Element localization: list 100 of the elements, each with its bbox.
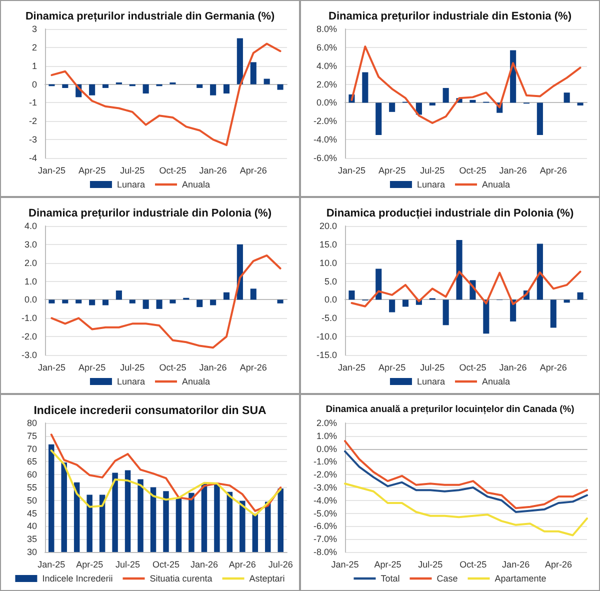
line-series — [344, 440, 588, 510]
bar — [102, 84, 109, 88]
bar — [250, 288, 256, 300]
y-tick-label: 2.0% — [316, 79, 337, 90]
x-tick-label: Oct-25 — [460, 560, 487, 570]
bar — [362, 72, 368, 103]
bar — [564, 300, 570, 303]
bar — [348, 290, 355, 300]
legend-label: Indicele Increderii — [42, 574, 113, 584]
bar — [156, 300, 162, 309]
bar — [223, 292, 230, 300]
y-tick-label: -1.0 — [21, 313, 37, 324]
y-tick-label: 40 — [26, 521, 37, 532]
y-tick-label: 75 — [26, 430, 37, 441]
x-tick-label: Apr-25 — [78, 166, 106, 176]
y-tick-label: 45 — [26, 508, 37, 518]
x-tick-label: Apr-25 — [378, 362, 406, 372]
bar — [564, 92, 570, 103]
bar — [416, 102, 422, 115]
y-tick-label: -10.0 — [316, 332, 337, 342]
line-series — [50, 450, 282, 516]
y-tick-label: 5.0 — [324, 276, 337, 286]
bar — [536, 102, 543, 135]
y-tick-label: -6.0% — [313, 521, 337, 532]
x-tick-label: Apr-26 — [540, 166, 567, 176]
bar — [250, 62, 256, 84]
bar — [196, 84, 203, 88]
x-tick-label: Oct-25 — [459, 166, 486, 176]
chart-title: Dinamica prețurilor industriale din Polonia (%) — [28, 208, 272, 220]
chart-title: Dinamica prețurilor industriale din Germania (%) — [25, 10, 275, 22]
y-tick-label: 1.0 — [24, 276, 37, 286]
x-tick-label: Jul-25 — [120, 362, 145, 372]
y-tick-label: 0.0 — [24, 294, 37, 305]
y-tick-label: 2.0 — [24, 258, 37, 268]
x-tick-label: Jan-25 — [38, 166, 66, 176]
y-tick-label: 55 — [26, 482, 37, 492]
y-tick-label: 0.0% — [316, 98, 337, 108]
bar — [277, 84, 284, 90]
bar — [550, 300, 556, 328]
legend-label: Anuala — [482, 180, 510, 190]
bar — [429, 102, 436, 106]
y-tick-label: 60 — [26, 470, 37, 480]
x-tick-label: Jul-25 — [120, 166, 145, 176]
y-tick-label: 6.0% — [316, 42, 337, 52]
y-tick-label: -8.0% — [313, 547, 337, 557]
x-tick-label: Jan-25 — [38, 362, 66, 372]
y-tick-label: 35 — [26, 534, 37, 544]
bar — [116, 290, 122, 300]
y-tick-label: -3.0% — [313, 482, 337, 492]
chart-title: Dinamica anuală a prețurilor locuințelor din Canada (%) — [326, 404, 574, 415]
line-series — [344, 450, 588, 514]
x-tick-label: Jan-26 — [502, 560, 530, 570]
bar — [142, 300, 149, 309]
x-tick-label: Apr-25 — [78, 362, 106, 372]
x-tick-label: Jan-25 — [338, 362, 366, 372]
x-tick-label: Apr-26 — [540, 362, 567, 372]
x-tick-label: Jul-26 — [268, 560, 293, 570]
x-tick-label: Apr-26 — [240, 362, 267, 372]
bar — [442, 88, 449, 103]
chart-title: Dinamica producției industriale din Polonia (%) — [326, 208, 574, 220]
x-tick-label: Jan-26 — [499, 362, 527, 372]
x-tick-label: Jul-25 — [420, 362, 445, 372]
y-tick-label: 0.0% — [316, 444, 337, 454]
chart-title: Dinamica prețurilor industriale din Estonia (%) — [328, 10, 572, 22]
y-tick-label: 30 — [26, 547, 37, 557]
x-tick-label: Apr-25 — [374, 560, 402, 570]
bar — [196, 300, 203, 308]
y-tick-label: -2 — [28, 116, 37, 126]
legend-label: Anuala — [182, 376, 210, 386]
x-tick-label: Apr-25 — [76, 560, 104, 570]
y-tick-label: 2.0% — [316, 418, 337, 428]
x-tick-label: Jul-25 — [116, 560, 140, 570]
legend-label: Case — [436, 574, 458, 584]
bar — [402, 300, 409, 307]
y-tick-label: 10.0 — [319, 258, 337, 268]
y-tick-label: 4.0% — [316, 60, 337, 71]
x-tick-label: Oct-25 — [159, 166, 186, 176]
legend-label: Lunara — [416, 376, 446, 386]
x-tick-label: Apr-25 — [378, 166, 406, 176]
y-tick-label: -2.0% — [313, 470, 337, 480]
chart-title: Indicele increderii consumatorilor din SUA — [34, 405, 266, 417]
y-tick-label: -2.0 — [21, 332, 37, 342]
bar — [129, 300, 136, 304]
bar — [376, 268, 382, 300]
y-tick-label: -3.0 — [21, 350, 37, 360]
y-tick-label: 0.0 — [324, 294, 337, 305]
y-tick-label: -4.0% — [313, 495, 337, 506]
bar — [442, 300, 449, 326]
bar — [142, 84, 149, 94]
bar — [170, 300, 176, 304]
y-tick-label: -4 — [28, 153, 37, 163]
x-tick-label: Oct-25 — [152, 560, 180, 570]
y-tick-label: 65 — [26, 456, 37, 467]
y-tick-label: -2.0% — [313, 116, 337, 126]
bar — [48, 300, 55, 304]
line-series — [350, 46, 582, 124]
bar — [389, 102, 396, 112]
legend-label: Anuala — [482, 376, 510, 386]
y-tick-label: 80 — [26, 418, 37, 428]
x-tick-label: Oct-25 — [159, 362, 186, 372]
